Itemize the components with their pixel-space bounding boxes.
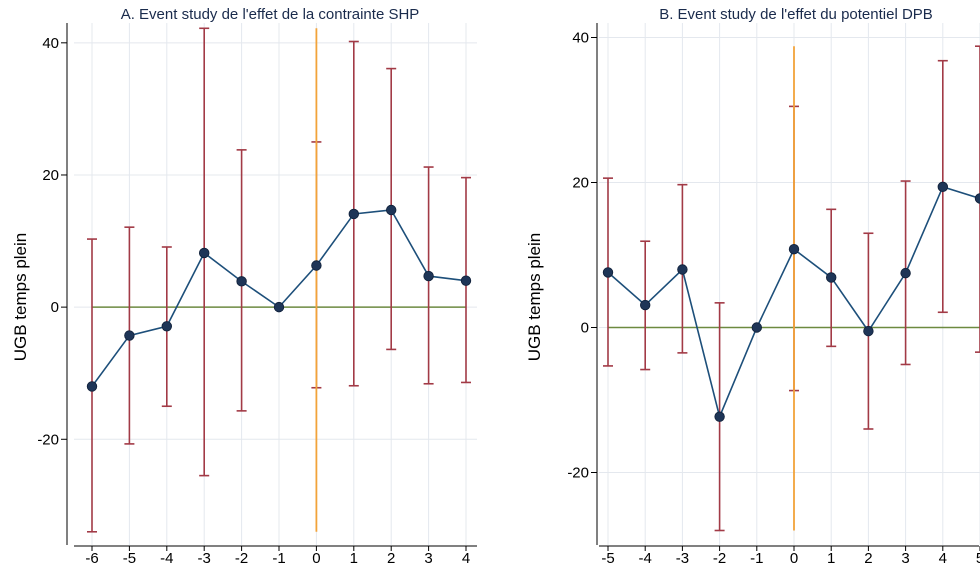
x-tick-label: 2: [387, 550, 395, 567]
x-tick-label: -3: [198, 550, 211, 567]
data-point: [86, 381, 98, 392]
x-tick-label: -2: [235, 550, 248, 567]
data-point: [348, 208, 360, 220]
y-tick-label: 40: [572, 30, 589, 47]
data-point: [863, 325, 874, 337]
y-tick-label: 20: [42, 167, 59, 184]
x-tick-label: 0: [312, 550, 320, 567]
x-tick-label: -1: [750, 550, 763, 567]
y-tick-label: 40: [42, 35, 59, 52]
confidence-interval: [975, 45, 980, 353]
data-point: [602, 267, 614, 278]
x-tick-label: 0: [790, 550, 798, 567]
x-tick-label: 1: [350, 550, 358, 567]
y-tick-label: -20: [567, 465, 589, 482]
x-tick-label: -3: [676, 550, 689, 567]
x-tick-label: 3: [901, 550, 909, 567]
x-tick-label: -1: [272, 550, 285, 567]
panel-b: B. Event study de l'effet du potentiel D…: [525, 6, 980, 567]
data-point: [900, 267, 911, 279]
panel-a: A. Event study de l'effet de la contrain…: [11, 6, 477, 567]
x-tick-label: -4: [639, 550, 652, 567]
data-point: [423, 270, 434, 282]
x-tick-label: 1: [827, 550, 835, 567]
data-point: [124, 330, 135, 341]
x-tick-label: 5: [976, 550, 980, 567]
data-point: [386, 204, 397, 216]
data-point: [974, 193, 980, 204]
data-point: [788, 243, 800, 255]
x-tick-label: -6: [85, 550, 98, 567]
data-point: [640, 299, 651, 311]
x-tick-label: 2: [864, 550, 872, 567]
data-point: [937, 181, 949, 193]
panel-a-title: A. Event study de l'effet de la contrain…: [121, 6, 420, 23]
x-tick-label: 4: [939, 550, 947, 567]
y-tick-label: 0: [51, 299, 59, 316]
y-tick-label: -20: [37, 431, 59, 448]
data-point: [161, 321, 173, 332]
x-tick-label: 4: [462, 550, 470, 567]
panel-b-y-axis-label: UGB temps plein: [525, 233, 544, 362]
data-point: [236, 276, 247, 287]
data-point: [714, 411, 725, 422]
x-tick-label: -5: [123, 550, 136, 567]
x-tick-label: -4: [160, 550, 173, 567]
data-point: [826, 272, 837, 283]
data-point: [460, 275, 472, 286]
x-tick-label: -5: [601, 550, 614, 567]
data-point: [273, 301, 285, 313]
y-tick-label: 0: [581, 320, 589, 337]
data-point: [677, 264, 688, 275]
y-tick-label: 20: [572, 175, 589, 192]
x-tick-label: 3: [424, 550, 432, 567]
x-tick-label: -2: [713, 550, 726, 567]
data-point: [198, 247, 210, 259]
data-point: [311, 260, 322, 271]
panel-b-title: B. Event study de l'effet du potentiel D…: [659, 6, 933, 23]
data-point: [751, 322, 763, 333]
panel-a-y-axis-label: UGB temps plein: [11, 233, 30, 362]
